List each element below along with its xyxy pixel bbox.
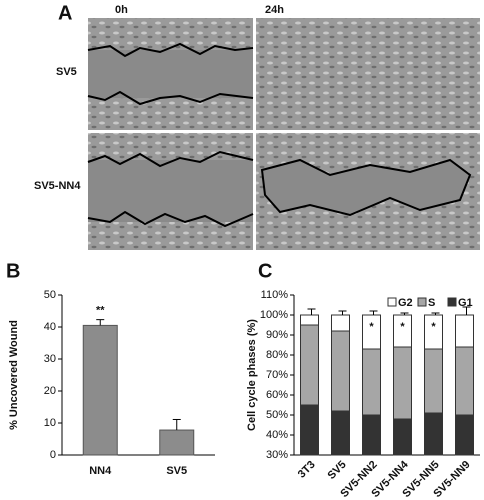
- wound: [260, 158, 472, 217]
- y-tick-label: 70%: [266, 369, 288, 381]
- bar-segment: [393, 418, 412, 456]
- significance: *: [369, 321, 374, 333]
- row-label: SV5: [56, 66, 77, 78]
- legend-label: S: [428, 297, 435, 309]
- y-tick-label: 50%: [266, 409, 288, 421]
- y-tick-label: 30: [44, 353, 56, 365]
- column-label: 24h: [265, 4, 284, 16]
- x-tick-label: SV5: [166, 465, 187, 477]
- y-tick-label: 40: [44, 321, 56, 333]
- x-tick-label: NN4: [89, 465, 112, 477]
- y-tick-label: 0: [50, 449, 56, 461]
- y-tick-label: 50: [44, 289, 56, 301]
- legend-label: G2: [398, 297, 413, 309]
- wound-edge: [87, 150, 254, 168]
- panel-label: B: [6, 260, 20, 282]
- bar-segment: [331, 330, 350, 412]
- x-tick-label: 3T3: [296, 459, 318, 481]
- y-tick-label: 40%: [266, 429, 288, 441]
- wound: [88, 50, 253, 98]
- legend-swatch: [417, 297, 427, 307]
- significance: **: [96, 305, 105, 317]
- y-tick-label: 30%: [266, 449, 288, 461]
- wound: [88, 160, 253, 222]
- bar-segment: [362, 348, 381, 416]
- panel-label: A: [58, 2, 72, 24]
- y-axis-label: Cell cycle phases (%): [246, 319, 258, 431]
- bar-segment: [393, 346, 412, 420]
- y-tick-label: 20: [44, 385, 56, 397]
- wound-edge: [87, 90, 254, 106]
- y-tick-label: 80%: [266, 349, 288, 361]
- panel-label: C: [258, 260, 272, 282]
- bar-segment: [393, 314, 412, 348]
- wound-edge: [87, 42, 254, 58]
- significance: *: [400, 321, 405, 333]
- bar-segment: [300, 404, 319, 456]
- bar: [82, 324, 118, 456]
- legend-label: G1: [458, 297, 473, 309]
- legend-swatch: [447, 297, 457, 307]
- y-tick-label: 90%: [266, 329, 288, 341]
- micrograph: [256, 18, 480, 130]
- bar-segment: [331, 410, 350, 456]
- legend-swatch: [387, 297, 397, 307]
- bar-segment: [424, 314, 443, 350]
- bar-segment: [424, 412, 443, 456]
- bar-segment: [455, 414, 474, 456]
- bar-segment: [455, 346, 474, 416]
- wound-edge: [87, 210, 254, 228]
- row-label: SV5-NN4: [34, 180, 81, 192]
- bar: [159, 429, 195, 456]
- bar-segment: [300, 314, 319, 326]
- bar-segment: [424, 348, 443, 414]
- panel-a: A 0h 24h SV5 SV5-NN4: [34, 2, 480, 250]
- y-tick-label: 10: [44, 417, 56, 429]
- bar-segment: [331, 314, 350, 332]
- y-axis-label: % Uncovered Wound: [8, 320, 20, 430]
- y-tick-label: 100%: [260, 309, 288, 321]
- column-label: 0h: [115, 4, 128, 16]
- bar-segment: [362, 414, 381, 456]
- bar-segment: [455, 314, 474, 348]
- y-tick-label: 110%: [261, 289, 289, 301]
- bar-segment: [362, 314, 381, 350]
- y-tick-label: 60%: [266, 389, 288, 401]
- significance: *: [431, 321, 436, 333]
- bar-segment: [300, 324, 319, 406]
- x-tick-label: SV5: [325, 459, 348, 482]
